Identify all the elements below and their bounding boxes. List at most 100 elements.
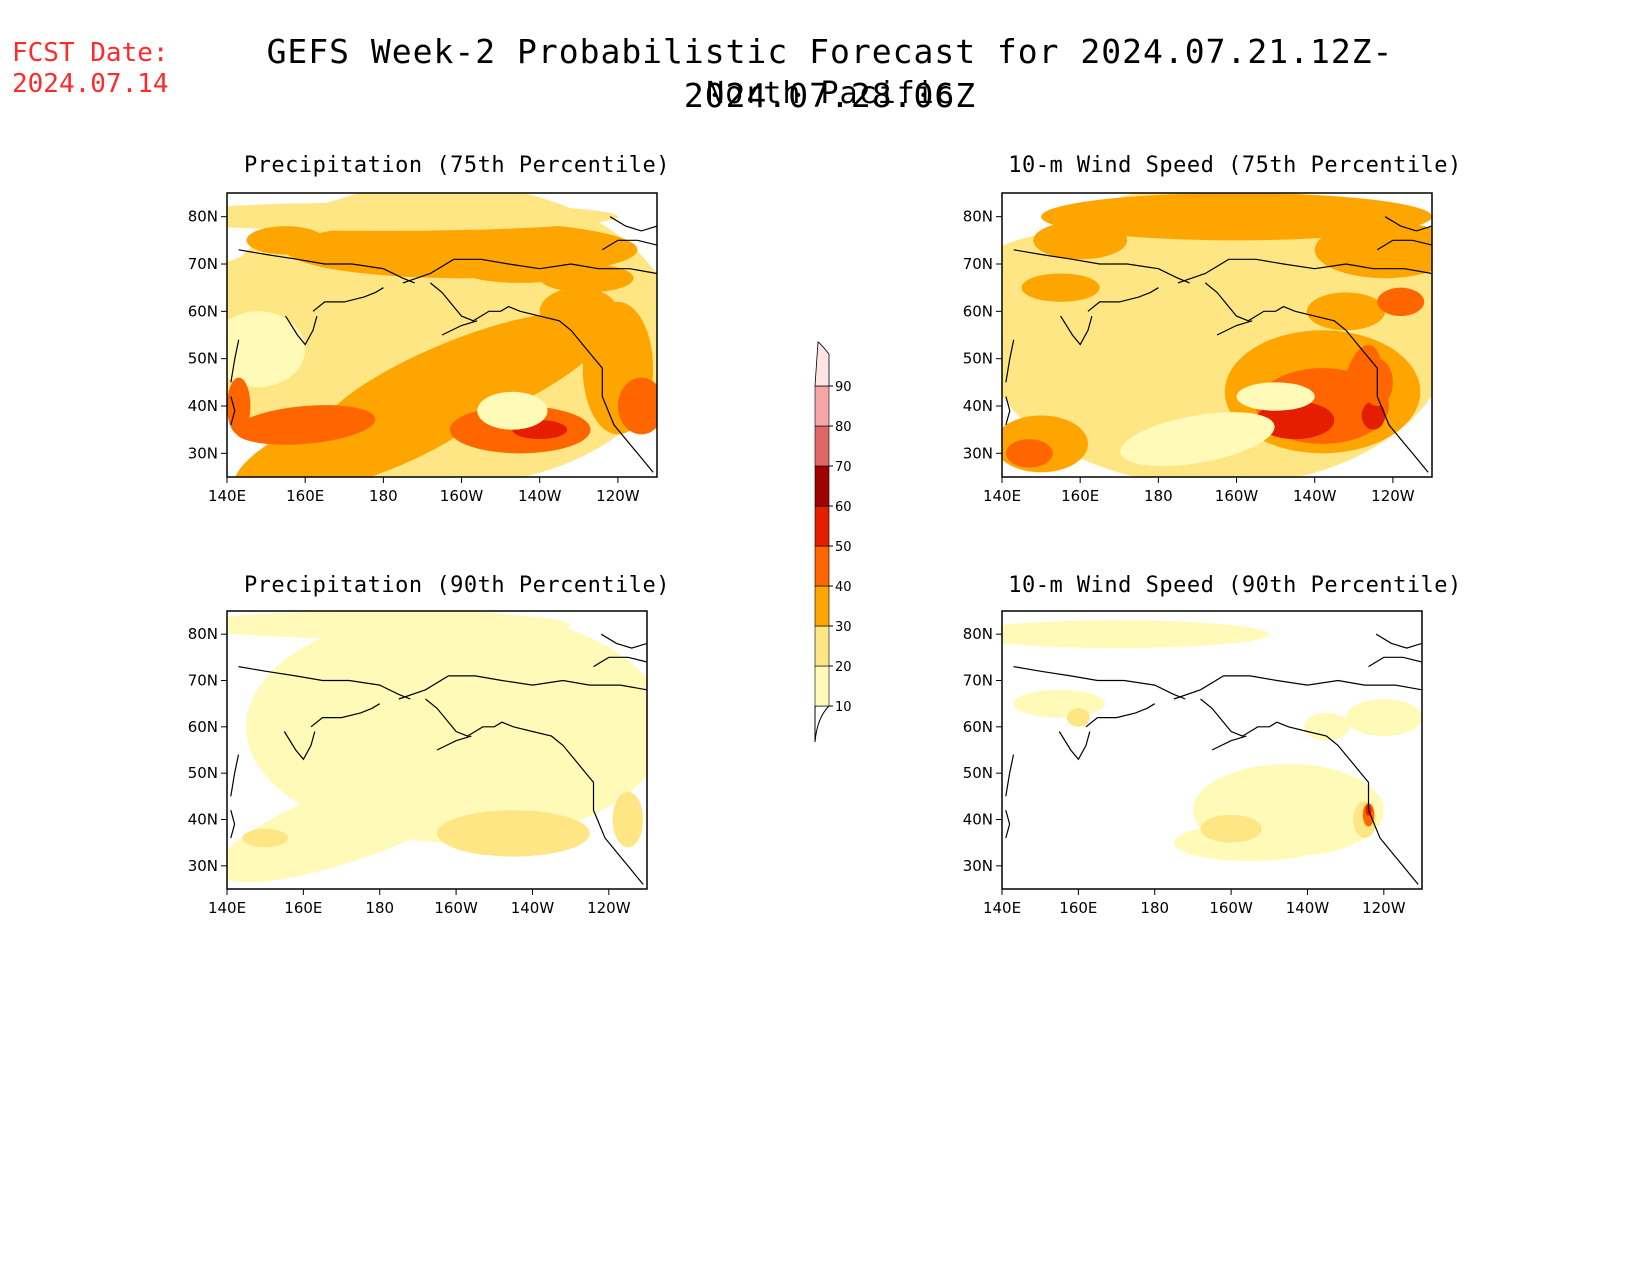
contour-region xyxy=(246,226,325,255)
map-frame xyxy=(1001,192,1433,478)
lat-tick-label: 50N xyxy=(188,350,218,368)
contour-field xyxy=(227,611,647,889)
lon-tick-label: 160E xyxy=(1059,899,1097,917)
lon-tick-label: 180 xyxy=(1140,899,1169,917)
lon-tick-label: 140W xyxy=(518,487,562,505)
coastline xyxy=(1085,703,1156,728)
lat-tick-label: 60N xyxy=(188,718,218,736)
coastline xyxy=(398,675,647,700)
contour-region xyxy=(242,828,289,848)
coastline xyxy=(1204,282,1429,473)
coastline xyxy=(230,339,240,383)
contour-region xyxy=(1066,708,1090,727)
lat-tick-label: 40N xyxy=(963,811,993,829)
coastline xyxy=(436,735,472,751)
contour-region xyxy=(1236,382,1315,411)
lat-tick-label: 40N xyxy=(188,397,218,415)
map-panel-precip-90: 80N 70N 60N 50N 40N 30N 140E 160E 180 160W 140W 120… xyxy=(188,610,648,917)
contour-region xyxy=(477,391,548,430)
contour-region xyxy=(617,377,657,435)
contour-region xyxy=(1256,401,1335,440)
coastline xyxy=(285,315,318,346)
map-frame xyxy=(226,610,648,890)
coastline xyxy=(230,754,240,797)
lat-tick-label: 80N xyxy=(188,625,218,643)
map-frame xyxy=(226,192,658,478)
lon-tick-label: 160W xyxy=(1209,899,1253,917)
lat-tick-label: 70N xyxy=(963,255,993,273)
lon-tick-label: 140W xyxy=(1293,487,1337,505)
contour-field xyxy=(1002,611,1422,889)
lat-tick-label: 40N xyxy=(188,811,218,829)
lon-tick-label: 140E xyxy=(983,487,1021,505)
lon-tick-label: 120W xyxy=(587,899,631,917)
coastline xyxy=(238,249,415,284)
lon-tick-label: 120W xyxy=(596,487,640,505)
lon-tick-label: 160E xyxy=(1061,487,1099,505)
coastline xyxy=(312,287,384,312)
lon-tick-label: 180 xyxy=(1144,487,1173,505)
contour-region xyxy=(1306,292,1386,331)
lat-tick-label: 80N xyxy=(963,208,993,226)
figure-title: GEFS Week-2 Probabilistic Forecast for 2… xyxy=(266,32,1394,115)
lat-tick-label: 30N xyxy=(963,444,993,462)
coastline xyxy=(1376,239,1432,251)
coastline xyxy=(1375,633,1422,649)
lat-tick-label: 40N xyxy=(963,397,993,415)
contour-field xyxy=(1002,193,1432,477)
region-subtitle: North Pacific xyxy=(706,76,954,111)
contour-region xyxy=(227,756,505,883)
coastline xyxy=(1177,258,1432,284)
colorbar-segment xyxy=(814,665,830,707)
coastline xyxy=(1200,698,1419,885)
coastline xyxy=(1060,315,1093,346)
contour-region xyxy=(463,828,525,848)
contour-region xyxy=(1002,620,1270,649)
colorbar-segment xyxy=(814,545,830,587)
coastline xyxy=(1216,320,1253,336)
coastline xyxy=(1087,287,1159,312)
lat-tick-label: 50N xyxy=(963,350,993,368)
map-frame xyxy=(1001,610,1423,890)
coastline xyxy=(593,656,647,668)
lon-tick-label: 160E xyxy=(284,899,322,917)
contour-region xyxy=(612,791,644,848)
coastline xyxy=(1368,656,1422,668)
coastline xyxy=(441,320,478,336)
lat-tick-label: 30N xyxy=(188,444,218,462)
coastline xyxy=(425,698,644,885)
lat-tick-label: 70N xyxy=(963,672,993,690)
colorbar-label: 70 xyxy=(835,460,852,475)
coastline xyxy=(429,282,654,473)
contour-region xyxy=(246,611,647,843)
coastline xyxy=(1058,731,1091,761)
coastline xyxy=(1005,396,1011,426)
colorbar: 10 20 30 40 50 60 70 80 90 xyxy=(814,341,852,743)
contour-region xyxy=(1041,193,1432,241)
lat-tick-label: 60N xyxy=(963,718,993,736)
lat-tick-label: 80N xyxy=(188,208,218,226)
coastline xyxy=(609,216,657,232)
contour-region xyxy=(539,264,634,293)
contour-region xyxy=(1021,273,1100,302)
coastline xyxy=(1005,810,1011,839)
contour-region xyxy=(1005,439,1053,468)
lat-tick-label: 30N xyxy=(963,857,993,875)
lon-tick-label: 180 xyxy=(365,899,394,917)
colorbar-label: 20 xyxy=(835,660,852,675)
panel-title-wind-75: 10-m Wind Speed (75th Percentile) xyxy=(1008,153,1462,178)
colorbar-label: 90 xyxy=(835,380,852,395)
lon-tick-label: 140E xyxy=(208,487,246,505)
contour-region xyxy=(1033,221,1128,260)
forecast-date-block: FCST Date: 2024.07.14 xyxy=(12,38,169,100)
coastline xyxy=(600,633,647,649)
contour-region xyxy=(1013,689,1106,718)
colorbar-label: 40 xyxy=(835,580,852,595)
panel-title-precip-90: Precipitation (90th Percentile) xyxy=(243,573,671,598)
lon-tick-label: 160W xyxy=(440,487,484,505)
colorbar-segment xyxy=(814,505,830,547)
colorbar-upper-extend xyxy=(814,341,830,387)
colorbar-label: 30 xyxy=(835,620,852,635)
map-panel-precip-75: 80N 70N 60N 50N 40N 30N 140E 160E 180 160W 140W 120… xyxy=(188,192,658,505)
colorbar-segment xyxy=(814,385,830,427)
